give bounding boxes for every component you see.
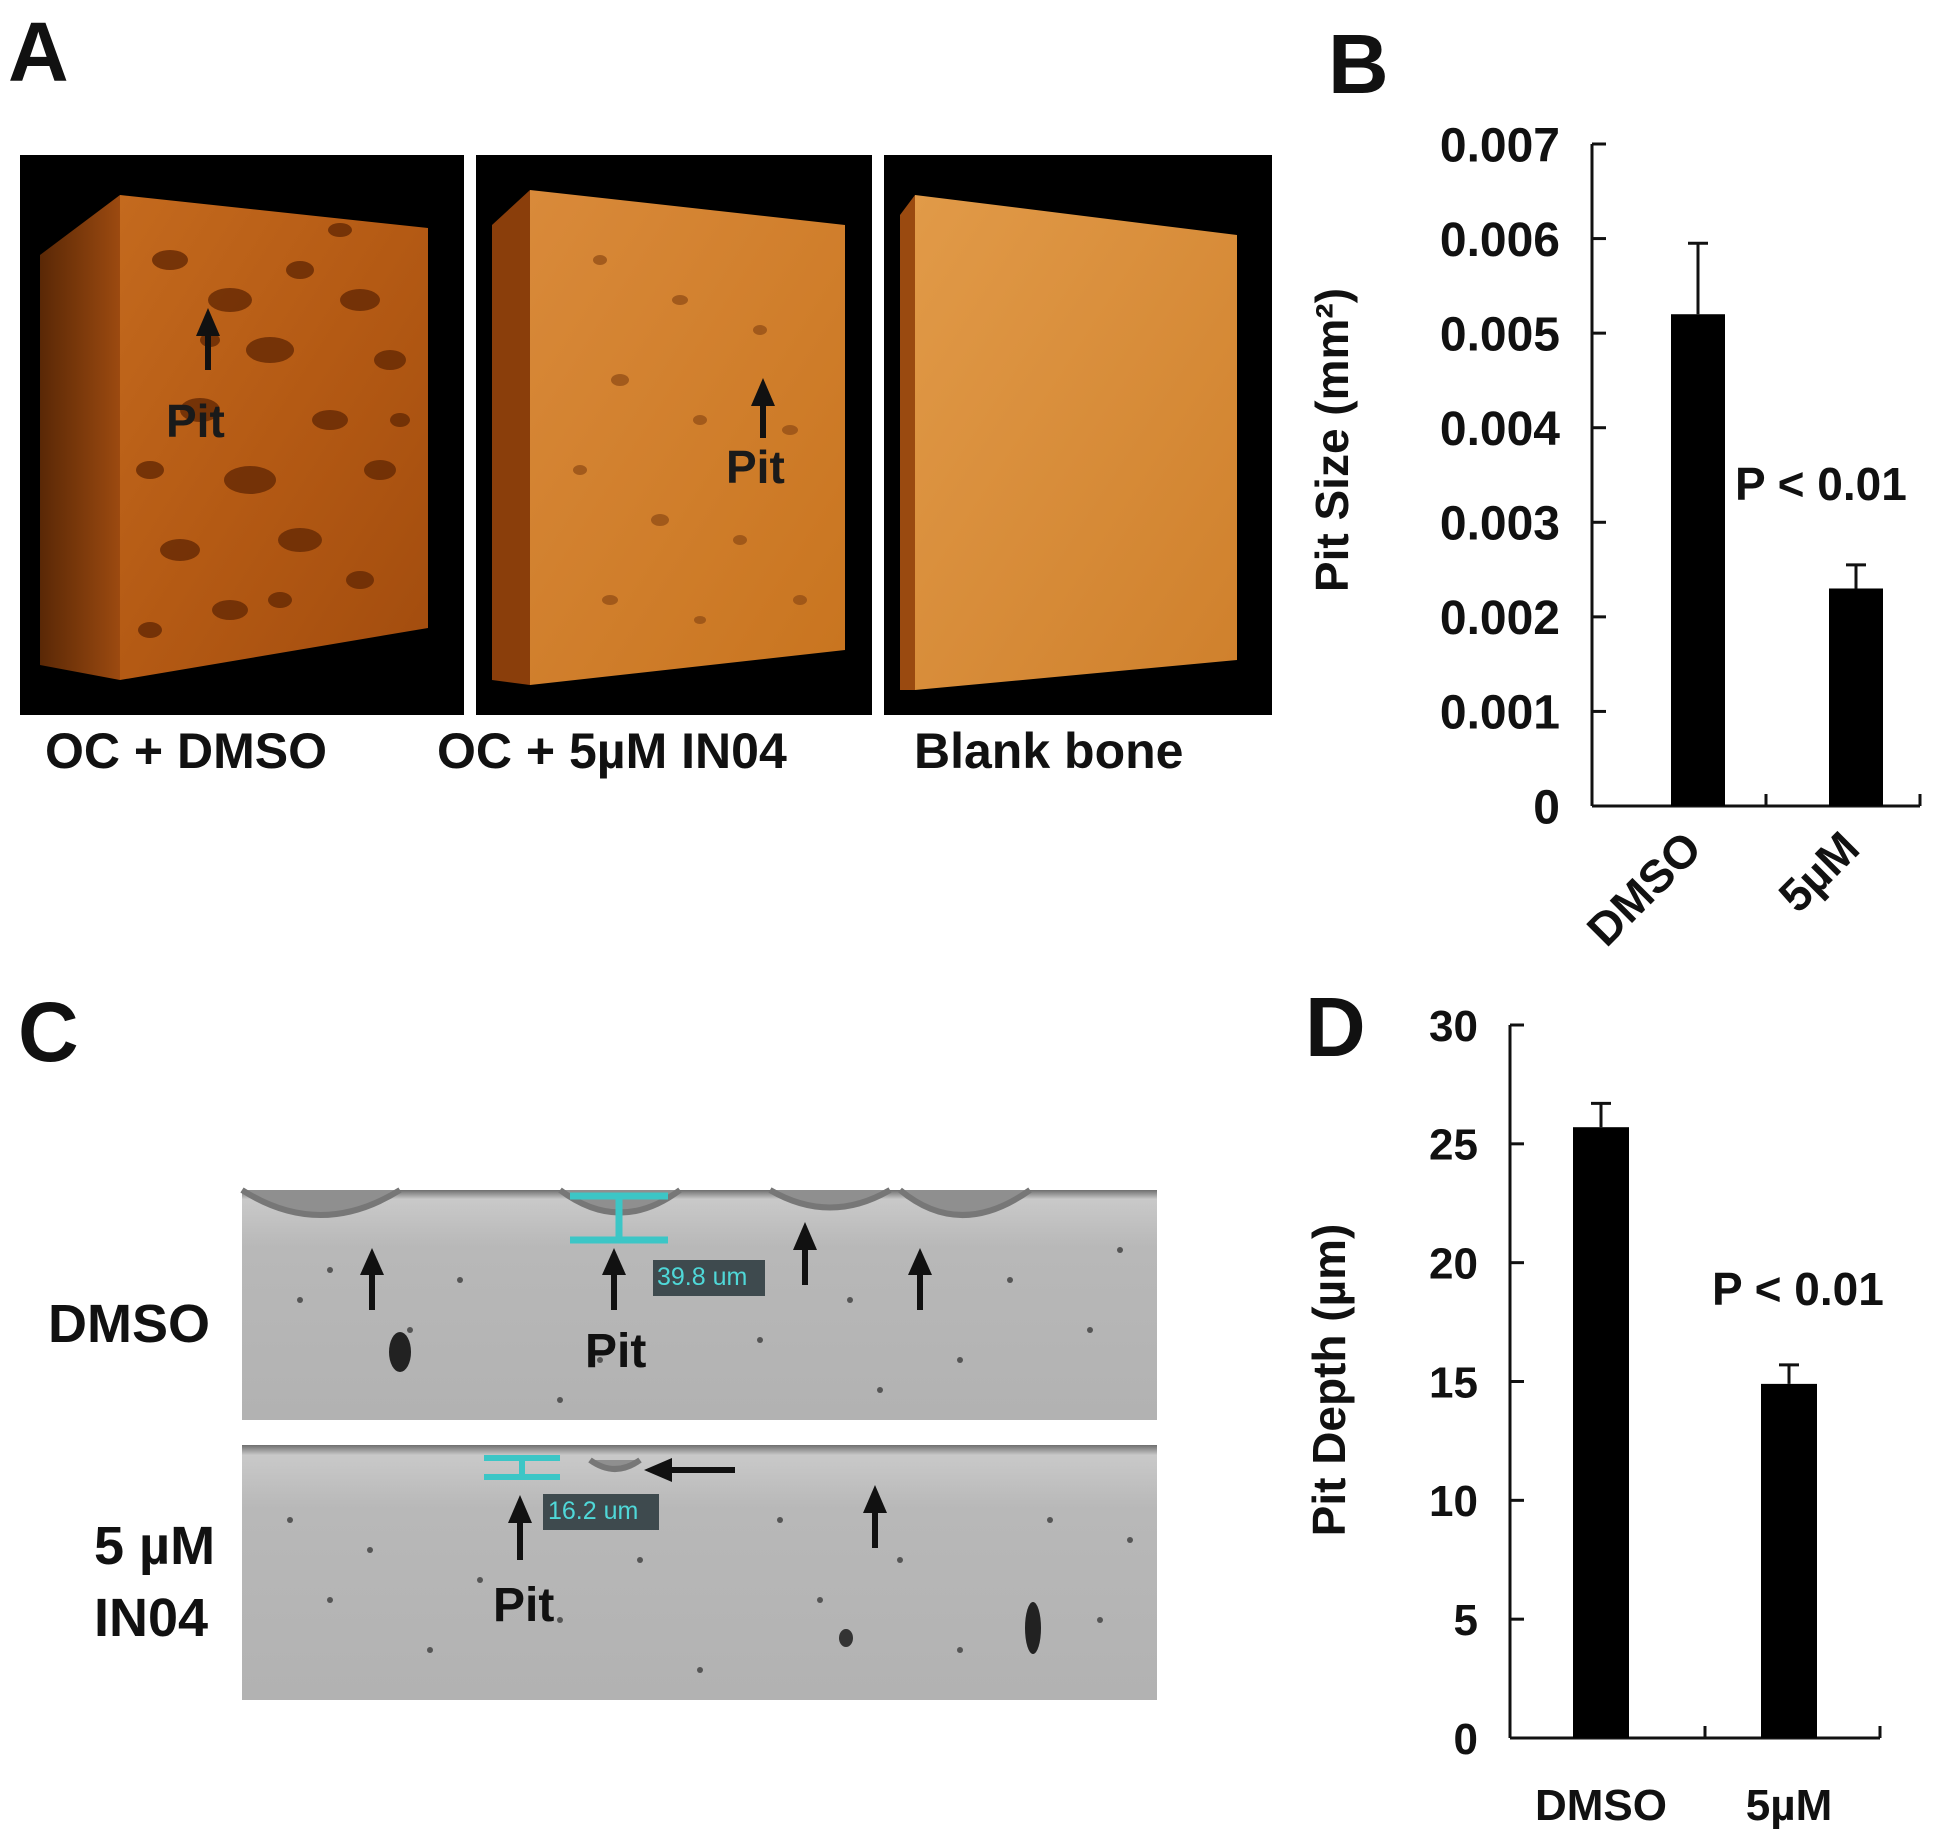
measure-text-dmso: 39.8 um — [657, 1263, 748, 1291]
measure-marker-in04 — [484, 1455, 560, 1480]
x-tick-label: DMSO — [1577, 821, 1711, 955]
y-tick-label: 10 — [1429, 1477, 1478, 1526]
y-tick-label: 0.002 — [1440, 592, 1560, 645]
y-tick-label: 0 — [1454, 1715, 1478, 1764]
p-value-annotation: P < 0.01 — [1735, 458, 1907, 510]
p-value-annotation: P < 0.01 — [1712, 1263, 1884, 1315]
y-tick-label: 0.006 — [1440, 214, 1560, 267]
y-tick-label: 0.004 — [1440, 403, 1560, 456]
caption-blank-bone: Blank bone — [914, 723, 1184, 779]
row-label-dmso: DMSO — [48, 1294, 210, 1354]
caption-dmso: OC + DMSO — [45, 723, 327, 779]
panel-letter-a: A — [8, 5, 69, 99]
y-tick-label: 0.001 — [1440, 687, 1560, 740]
panel-letter-d: D — [1305, 980, 1366, 1074]
y-tick-label: 5 — [1454, 1596, 1478, 1645]
x-tick-label: 5µM — [1746, 1781, 1832, 1830]
section-image-in04 — [242, 1445, 1157, 1700]
section-image-dmso — [240, 1187, 1157, 1420]
y-tick-label: 0.005 — [1440, 308, 1560, 361]
bone-image-blank — [884, 155, 1272, 715]
bone-image-dmso — [20, 155, 464, 715]
bar — [1761, 1383, 1817, 1738]
y-tick-label: 0 — [1533, 781, 1560, 834]
x-tick-label: DMSO — [1535, 1781, 1667, 1830]
measure-text-in04: 16.2 um — [548, 1497, 639, 1525]
y-tick-label: 25 — [1429, 1121, 1478, 1170]
row-label-in04: 5 µM IN04 — [94, 1516, 216, 1648]
y-tick-label: 30 — [1429, 1002, 1478, 1051]
caption-in04: OC + 5µM IN04 — [437, 723, 787, 779]
bar — [1829, 588, 1883, 806]
y-tick-label: 0.003 — [1440, 498, 1560, 551]
pit-arrow-in04 — [751, 378, 775, 438]
panel-letter-c: C — [18, 985, 79, 1079]
y-axis-label: Pit Depth (µm) — [1303, 1224, 1355, 1537]
bar — [1671, 314, 1725, 806]
y-tick-label: 15 — [1429, 1358, 1478, 1407]
pit-arrows-dmso-section — [360, 1222, 932, 1310]
panel-letter-b: B — [1328, 17, 1389, 111]
x-tick-label: 5µM — [1768, 821, 1869, 922]
y-axis-label: Pit Size (mm²) — [1306, 288, 1358, 592]
y-tick-label: 0.007 — [1440, 119, 1560, 172]
pit-arrow-dmso — [196, 308, 220, 370]
y-tick-label: 20 — [1429, 1240, 1478, 1289]
pit-label-dmso: Pit — [166, 395, 225, 447]
pit-label-in04: Pit — [726, 441, 785, 493]
bar — [1573, 1127, 1629, 1738]
measure-marker-dmso — [570, 1192, 668, 1244]
pit-label-in04-section: Pit — [493, 1579, 555, 1632]
pit-label-dmso-section: Pit — [585, 1325, 647, 1378]
bone-image-in04 — [476, 155, 872, 715]
